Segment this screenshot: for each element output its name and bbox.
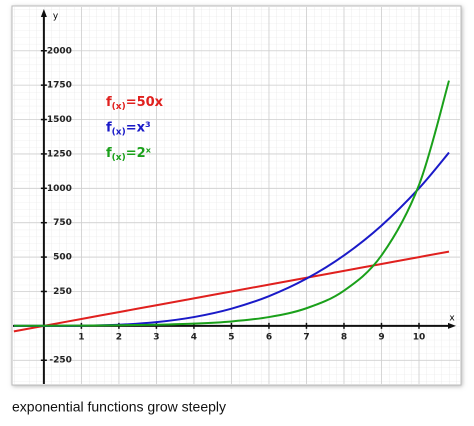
y-tick-label: 1250 [47, 149, 72, 159]
y-tick-label: 1500 [47, 115, 72, 125]
y-tick-label: 500 [53, 253, 72, 263]
minor-grid [13, 7, 460, 384]
x-tick-label: 5 [228, 332, 234, 342]
y-tick-label: -250 [49, 356, 72, 366]
x-tick-label: 7 [303, 332, 309, 342]
y-tick-label: 2000 [47, 46, 72, 56]
x-tick-label: 6 [266, 332, 272, 342]
y-axis-label: y [53, 12, 59, 22]
x-arrow [448, 322, 456, 329]
caption: exponential functions grow steeply [12, 399, 226, 415]
line [13, 250, 450, 333]
legend-entry: f(x)=2ˣ [106, 146, 152, 163]
x-tick-label: 10 [413, 332, 426, 342]
x-tick-label: 8 [341, 332, 347, 342]
x-tick-label: 9 [378, 332, 384, 342]
x-tick-label: 2 [116, 332, 122, 342]
y-tick-label: 1750 [47, 81, 72, 91]
x-tick-label: 4 [191, 332, 197, 342]
x-tick-label: 3 [153, 332, 159, 342]
y-tick-label: 1000 [47, 184, 72, 194]
y-arrow [40, 9, 47, 17]
x-tick-label: 1 [78, 332, 84, 342]
legend-entry: f(x)=x³ [106, 120, 151, 137]
line [13, 80, 450, 327]
legend-entry: f(x)=50x [106, 95, 164, 112]
x-axis-label: x [449, 313, 455, 323]
y-tick-label: 750 [53, 218, 72, 228]
y-tick-label: 250 [53, 287, 72, 297]
